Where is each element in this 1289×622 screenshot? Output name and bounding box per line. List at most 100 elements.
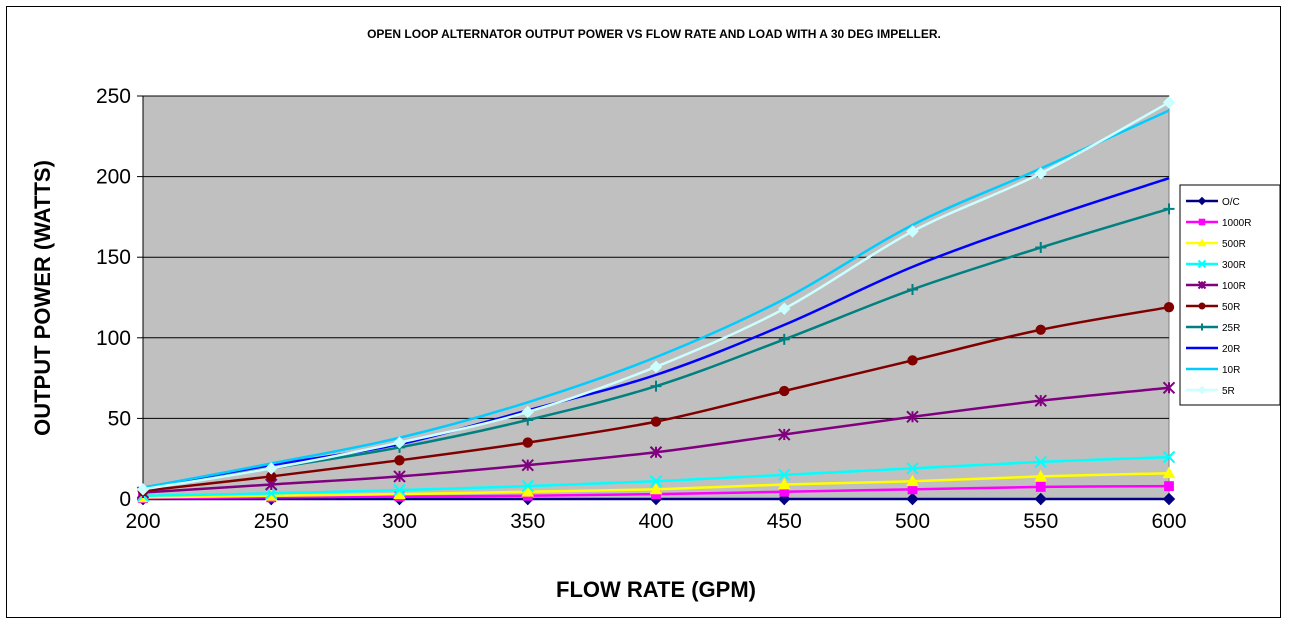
data-point (779, 385, 790, 397)
data-point (1162, 492, 1176, 506)
x-tick-label: 400 (638, 510, 673, 533)
data-point (907, 484, 918, 495)
plot-area (142, 95, 1170, 500)
series-50r (137, 301, 1175, 497)
data-point (650, 416, 662, 427)
legend-label: 25R (1222, 323, 1240, 334)
legend-label: 50R (1222, 302, 1240, 313)
data-point (393, 483, 406, 497)
data-point (778, 333, 790, 345)
legend-label: 10R (1222, 365, 1240, 376)
data-point (1034, 167, 1047, 180)
data-point (649, 360, 663, 374)
data-point (393, 470, 406, 483)
data-point (265, 487, 278, 500)
y-tick-label: 0 (119, 488, 131, 511)
legend-swatch-marker (1197, 385, 1207, 395)
data-point (906, 225, 919, 238)
legend-swatch-marker (1197, 238, 1207, 247)
series-100r (136, 381, 1176, 499)
legend-item: 5R (1186, 385, 1235, 397)
data-point (778, 468, 791, 482)
legend-label: 100R (1222, 281, 1246, 292)
data-point (906, 410, 919, 423)
x-tick-label: 250 (254, 510, 289, 533)
data-point (1034, 394, 1047, 407)
data-point (1163, 203, 1175, 215)
data-point (778, 302, 791, 315)
x-tick-label: 500 (895, 510, 930, 533)
data-point (1035, 482, 1046, 492)
legend-swatch-marker (1198, 218, 1206, 226)
legend-item: 100R (1186, 280, 1246, 292)
data-point (777, 477, 791, 490)
legend-item: 1000R (1186, 218, 1251, 229)
x-tick-label: 200 (125, 510, 160, 533)
legend-item: 20R (1186, 344, 1240, 355)
legend-item: 25R (1186, 323, 1240, 334)
series-10r (142, 109, 1170, 489)
x-tick-label: 350 (510, 510, 545, 533)
x-tick-labels: 200 250 300 350 400 450 500 550 600 (125, 510, 1186, 533)
data-point (521, 485, 535, 497)
legend-label: 300R (1222, 260, 1246, 271)
data-point (1163, 301, 1175, 313)
series-line (142, 109, 1170, 489)
legend-swatch-marker (1198, 302, 1206, 310)
x-tick-label: 450 (767, 510, 802, 533)
data-point (521, 479, 534, 493)
data-point (1034, 469, 1048, 482)
series-layer (136, 96, 1176, 506)
x-tick-label: 300 (382, 510, 417, 533)
data-point (1162, 450, 1176, 464)
legend-swatch-marker (1197, 196, 1207, 206)
data-point (1162, 466, 1176, 479)
legend-label: 1000R (1222, 218, 1251, 229)
data-point (393, 436, 406, 449)
data-point (649, 482, 663, 495)
gridlines (143, 95, 1169, 419)
x-tick-label: 550 (1023, 510, 1058, 533)
legend-item: 50R (1186, 302, 1240, 313)
data-point (907, 283, 918, 295)
x-tick-label: 600 (1151, 510, 1186, 533)
y-tick-label: 50 (108, 407, 131, 430)
data-point (778, 428, 791, 441)
series-line (142, 177, 1170, 489)
data-point (521, 405, 534, 419)
y-tick-label: 150 (96, 246, 131, 269)
data-point (906, 462, 919, 475)
legend-item: 300R (1186, 259, 1246, 271)
data-point (136, 483, 150, 496)
data-point (906, 474, 919, 487)
data-point (1035, 242, 1047, 254)
data-point (650, 380, 662, 392)
y-tick-labels: 0 50 100 150 200 250 (96, 85, 131, 511)
legend-item: O/C (1186, 196, 1240, 208)
y-axis-label: OUTPUT POWER (WATTS) (30, 160, 55, 436)
data-point (265, 462, 278, 475)
legend-label: 5R (1222, 386, 1235, 397)
data-point (907, 355, 918, 366)
legend-label: 500R (1222, 239, 1246, 250)
data-point (649, 475, 663, 488)
data-point (1162, 381, 1176, 394)
legend: O/C 1000R 500R 300R 100R 50R 25R 20R 10R 5R (1179, 184, 1281, 406)
data-point (649, 446, 663, 459)
chart-title: OPEN LOOP ALTERNATOR OUTPUT POWER VS FLO… (367, 27, 941, 41)
series-20r (142, 177, 1170, 489)
y-tick-label: 200 (96, 166, 131, 189)
data-point (394, 455, 405, 466)
y-tick-label: 250 (96, 85, 131, 108)
data-point (1034, 492, 1047, 506)
data-point (906, 492, 919, 506)
data-point (1162, 96, 1176, 109)
legend-swatch-marker (1197, 280, 1207, 290)
legend-label: 20R (1222, 344, 1240, 355)
x-axis-label: FLOW RATE (GPM) (556, 577, 756, 602)
data-point (522, 437, 533, 448)
series-500r (136, 466, 1176, 503)
data-point (1034, 455, 1047, 469)
data-point (1035, 324, 1046, 335)
